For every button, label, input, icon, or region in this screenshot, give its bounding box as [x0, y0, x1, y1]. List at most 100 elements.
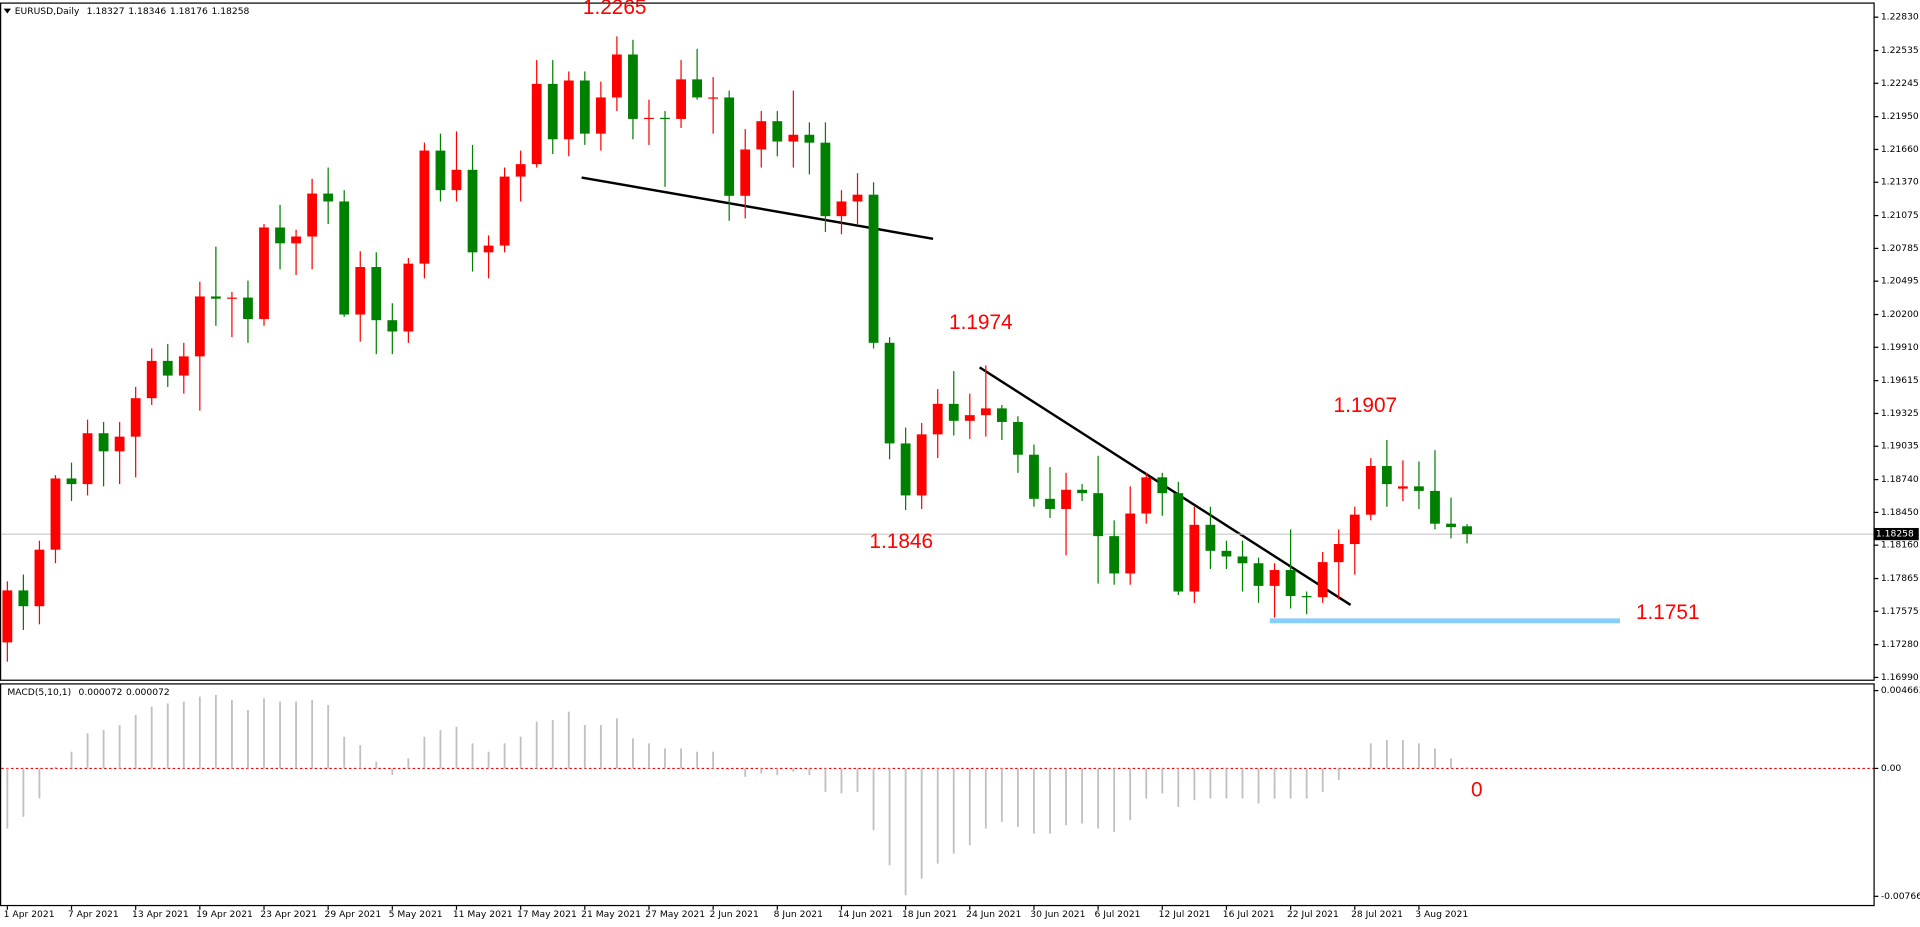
candle-body: [1414, 486, 1424, 491]
candle-body: [66, 478, 77, 485]
candle-body: [387, 320, 398, 332]
x-tick-label: 14 Jun 2021: [838, 909, 893, 920]
candle-body: [130, 398, 141, 437]
candle-body: [1253, 563, 1264, 586]
x-tick-label: 6 Jul 2021: [1094, 909, 1140, 920]
candle-body: [836, 201, 847, 217]
y-tick-label: 1.19615: [1881, 375, 1919, 386]
candle-body: [1029, 454, 1039, 499]
candle-body: [499, 176, 510, 246]
candle-body: [98, 433, 109, 452]
x-tick-label: 18 Jun 2021: [902, 909, 957, 920]
candle-body: [451, 169, 462, 191]
candle-body: [964, 415, 975, 421]
candle-body: [547, 83, 558, 140]
y-tick-label: 1.18450: [1881, 507, 1919, 518]
y-tick-label: 1.20495: [1881, 276, 1919, 287]
candle-body: [18, 590, 29, 607]
candle-body: [628, 54, 638, 119]
candle-body: [194, 296, 205, 357]
candle-body: [435, 150, 446, 191]
candle-body: [1349, 514, 1360, 545]
candle-body: [724, 97, 735, 196]
candle-body: [612, 54, 622, 98]
candle-body: [1430, 490, 1440, 524]
candle-body: [1381, 466, 1392, 485]
header-value: 0.000072: [126, 686, 170, 697]
candle-body: [1333, 544, 1344, 563]
candle-body: [1446, 523, 1456, 528]
y-tick-label: 1.19910: [1881, 342, 1919, 353]
candle-body: [1013, 421, 1023, 455]
candle-body: [660, 117, 670, 120]
candle-body: [1317, 562, 1328, 598]
candle-body: [563, 80, 574, 140]
y-tick-label: 1.21660: [1881, 144, 1919, 155]
candle-body: [259, 227, 269, 320]
panel-title: EURUSD,Daily: [15, 6, 80, 17]
y-tick-label: 1.19325: [1881, 408, 1919, 419]
price-annotation: 1.1751: [1636, 601, 1700, 624]
x-tick-label: 17 May 2021: [517, 909, 577, 920]
y-tick-label: 1.22535: [1881, 45, 1919, 56]
candle-body: [756, 121, 767, 150]
candle-body: [178, 356, 189, 376]
price-annotation: 1.1907: [1334, 394, 1398, 417]
candle-body: [291, 236, 301, 244]
x-tick-label: 30 Jun 2021: [1030, 909, 1085, 920]
candle-body: [1221, 550, 1232, 557]
candle-body: [275, 227, 285, 244]
y-tick-label: 1.17280: [1881, 639, 1919, 650]
candle-body: [50, 478, 61, 550]
x-tick-label: 22 Jul 2021: [1287, 909, 1339, 920]
candle-body: [531, 83, 542, 165]
candle-body: [1109, 536, 1120, 574]
candle-body: [419, 150, 430, 264]
x-tick-label: 7 Apr 2021: [68, 909, 119, 920]
header-value: 1.18346: [128, 6, 166, 17]
candle-body: [243, 297, 253, 320]
y-tick-label: 1.22245: [1881, 78, 1919, 89]
candle-body: [772, 121, 783, 142]
panel-header: MACD(5,10,1) 0.000072 0.000072: [7, 686, 169, 697]
x-tick-label: 3 Aug 2021: [1415, 909, 1468, 920]
price-annotation: 1.2265: [583, 0, 647, 19]
main-panel-border: [0, 2, 1875, 681]
y-tick-label: 1.21370: [1881, 177, 1919, 188]
candle-body: [34, 549, 45, 607]
candle-body: [980, 408, 991, 416]
candle-body: [1141, 477, 1152, 514]
candle-body: [1301, 596, 1312, 598]
x-tick-label: 12 Jul 2021: [1159, 909, 1211, 920]
candle-body: [1365, 466, 1376, 515]
candle-body: [900, 443, 911, 496]
current-price-label: 1.18258: [1876, 529, 1914, 540]
x-tick-label: 13 Apr 2021: [132, 909, 189, 920]
candle-body: [852, 194, 863, 202]
y-tick-label: 0.00: [1881, 763, 1902, 774]
candle-body: [307, 193, 318, 237]
candle-body: [114, 436, 125, 452]
x-tick-label: 27 May 2021: [645, 909, 705, 920]
candle-body: [210, 296, 221, 299]
candle-body: [1269, 570, 1280, 586]
x-tick-label: 8 Jun 2021: [774, 909, 823, 920]
y-tick-label: 0.004663: [1881, 685, 1920, 696]
candle-body: [2, 590, 13, 643]
candle-body: [339, 201, 350, 315]
candle-body: [595, 97, 606, 134]
candle-body: [162, 360, 173, 376]
y-tick-label: 1.18740: [1881, 474, 1919, 485]
x-tick-label: 11 May 2021: [453, 909, 513, 920]
candle-body: [1125, 513, 1136, 574]
y-tick-label: 1.21950: [1881, 111, 1919, 122]
candle-body: [1205, 524, 1216, 551]
candle-body: [483, 245, 494, 253]
candle-body: [1462, 526, 1472, 535]
candle-body: [1237, 556, 1248, 564]
candle-body: [884, 342, 895, 444]
x-tick-label: 1 Apr 2021: [4, 909, 55, 920]
candle-body: [403, 263, 414, 332]
